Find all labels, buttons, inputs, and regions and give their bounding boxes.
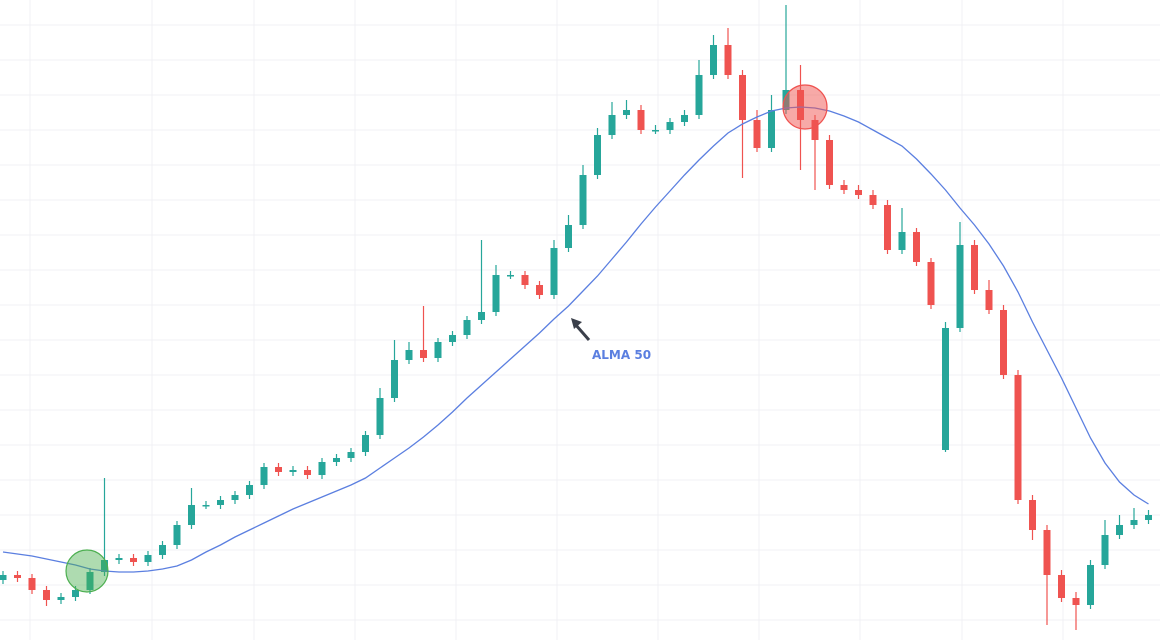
- candle-body: [811, 120, 819, 140]
- candle-body: [1116, 525, 1123, 535]
- candle-body: [130, 558, 137, 562]
- candle-body: [536, 285, 543, 295]
- candle-body: [666, 122, 674, 130]
- candle-body: [623, 110, 630, 115]
- candle-body: [391, 360, 398, 398]
- candle-body: [231, 495, 239, 500]
- candle-body: [913, 232, 920, 262]
- candle-body: [681, 115, 688, 122]
- candle-body: [753, 120, 761, 148]
- candle-body: [898, 232, 906, 250]
- candle-body: [1145, 515, 1152, 520]
- candle-body: [550, 248, 558, 295]
- candle-body: [985, 290, 993, 310]
- candle-body: [246, 485, 253, 495]
- candle-body: [347, 452, 355, 458]
- candle-body: [405, 350, 413, 360]
- vertical-grid: [29, 0, 1064, 640]
- candle-body: [1058, 575, 1065, 598]
- candle-body: [652, 130, 659, 132]
- candle-body: [304, 470, 311, 475]
- candle-body: [521, 275, 529, 285]
- candle-body: [463, 320, 471, 335]
- candle-body: [637, 110, 645, 130]
- candle-body: [28, 578, 36, 590]
- candle-body: [217, 500, 224, 505]
- candle-body: [1087, 565, 1094, 605]
- candle-body: [840, 185, 848, 190]
- candle-body: [188, 505, 195, 525]
- sell-signal-circle: [782, 84, 828, 130]
- candle-body: [434, 342, 442, 358]
- candle-body: [1029, 500, 1036, 530]
- candle-body: [318, 462, 326, 475]
- horizontal-grid: [0, 24, 1160, 621]
- candle-body: [159, 545, 166, 555]
- candle-body: [768, 110, 775, 148]
- candle-body: [115, 558, 123, 560]
- candle-body: [275, 467, 282, 472]
- candle-body: [695, 75, 703, 115]
- candle-body: [202, 505, 210, 507]
- candle-body: [507, 275, 514, 277]
- candle-body: [710, 45, 717, 75]
- candle-body: [57, 597, 65, 600]
- candle-body: [449, 335, 456, 342]
- candle-body: [1101, 535, 1109, 565]
- candle-body: [927, 262, 935, 305]
- candle-body: [579, 175, 587, 225]
- buy-signal-circle: [65, 549, 109, 593]
- candle-body: [594, 135, 601, 175]
- candle-body: [608, 115, 616, 135]
- candle-body: [101, 560, 108, 572]
- annotation-arrow: [571, 318, 591, 341]
- candle-body: [724, 45, 732, 75]
- candle-body: [739, 75, 746, 120]
- annotation-label: ALMA 50: [592, 348, 651, 362]
- candle-body: [1072, 598, 1080, 605]
- candle-body: [884, 205, 891, 250]
- candle-body: [478, 312, 485, 320]
- candle-body: [1014, 375, 1022, 500]
- indicator-line: [2, 106, 1149, 573]
- candles: [0, 5, 1152, 630]
- candle-body: [260, 467, 268, 485]
- candle-body: [173, 525, 181, 545]
- candle-body: [289, 470, 297, 472]
- candle-body: [144, 555, 152, 562]
- candle-body: [376, 398, 384, 435]
- candle-body: [942, 328, 949, 450]
- candle-body: [43, 590, 50, 600]
- indicator: [2, 106, 1149, 573]
- candle-body: [86, 572, 94, 590]
- candle-body: [1000, 310, 1007, 375]
- candle-body: [565, 225, 572, 248]
- candle-body: [855, 190, 862, 195]
- candle-body: [971, 245, 978, 290]
- candle-body: [869, 195, 877, 205]
- arrow-shaft: [573, 323, 591, 341]
- candle-body: [826, 140, 833, 185]
- candle-body: [0, 575, 7, 580]
- candle-body: [956, 245, 964, 328]
- candle-body: [14, 575, 21, 578]
- arrow-head: [571, 318, 582, 329]
- candle-body: [1043, 530, 1051, 575]
- candle-body: [362, 435, 369, 452]
- candle-body: [1130, 520, 1138, 525]
- candle-body: [492, 275, 500, 312]
- candle-body: [420, 350, 427, 358]
- candle-body: [333, 458, 340, 462]
- candle-body: [72, 590, 79, 597]
